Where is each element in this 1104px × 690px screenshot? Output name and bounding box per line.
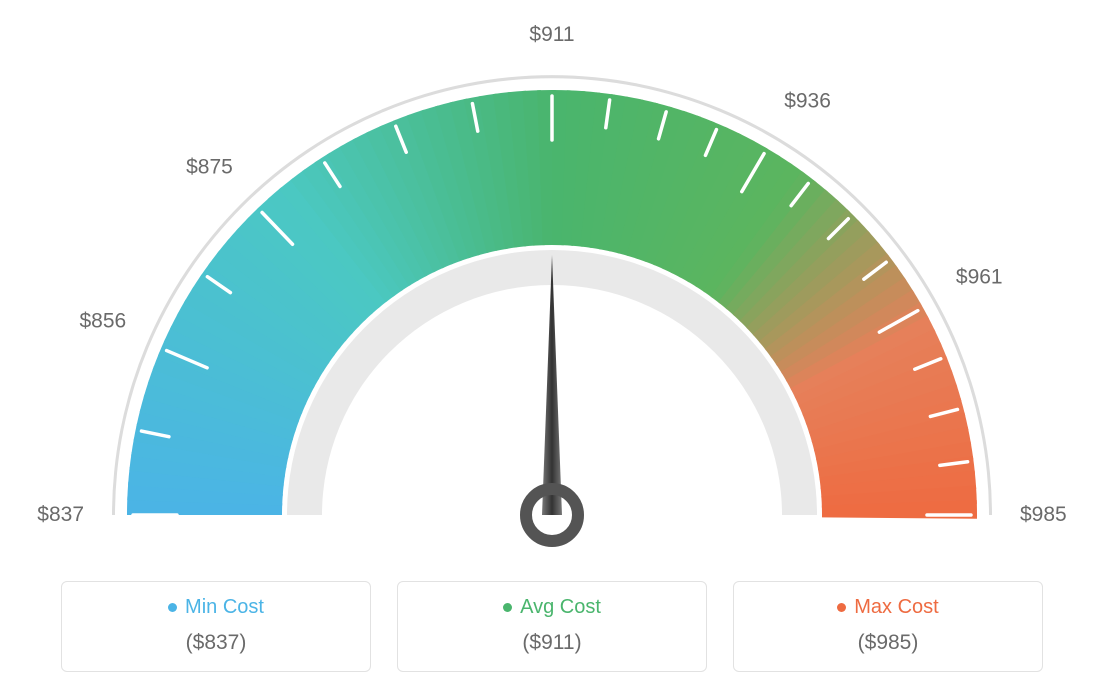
legend-title-min: Min Cost xyxy=(72,596,360,619)
legend-row: Min Cost ($837) Avg Cost ($911) Max Cost ($98… xyxy=(0,581,1104,672)
legend-value-max: ($985) xyxy=(744,631,1032,655)
gauge-tick-label: $856 xyxy=(80,310,127,334)
legend-value-min: ($837) xyxy=(72,631,360,655)
gauge-tick-label: $911 xyxy=(529,23,574,47)
legend-card-max: Max Cost ($985) xyxy=(733,581,1043,672)
legend-card-min: Min Cost ($837) xyxy=(61,581,371,672)
cost-gauge-chart: $837 $856 $875 $911 $936 $961 $985 Min Cost ($8… xyxy=(0,0,1104,690)
gauge-tick-label: $985 xyxy=(1020,503,1067,527)
gauge-needle xyxy=(542,255,562,515)
legend-dot-icon xyxy=(837,603,846,612)
gauge-tick-label: $837 xyxy=(37,503,84,527)
gauge-tick-label: $936 xyxy=(784,90,831,114)
legend-title-text: Avg Cost xyxy=(520,596,601,619)
legend-dot-icon xyxy=(503,603,512,612)
legend-card-avg: Avg Cost ($911) xyxy=(397,581,707,672)
legend-title-text: Max Cost xyxy=(854,596,938,619)
legend-dot-icon xyxy=(168,603,177,612)
legend-title-max: Max Cost xyxy=(744,596,1032,619)
gauge-area: $837 $856 $875 $911 $936 $961 $985 xyxy=(0,0,1104,560)
gauge-svg xyxy=(52,20,1052,560)
gauge-tick-label: $875 xyxy=(186,156,233,180)
gauge-tick-label: $961 xyxy=(956,265,1003,289)
legend-title-text: Min Cost xyxy=(185,596,264,619)
legend-value-avg: ($911) xyxy=(408,631,696,655)
legend-title-avg: Avg Cost xyxy=(408,596,696,619)
